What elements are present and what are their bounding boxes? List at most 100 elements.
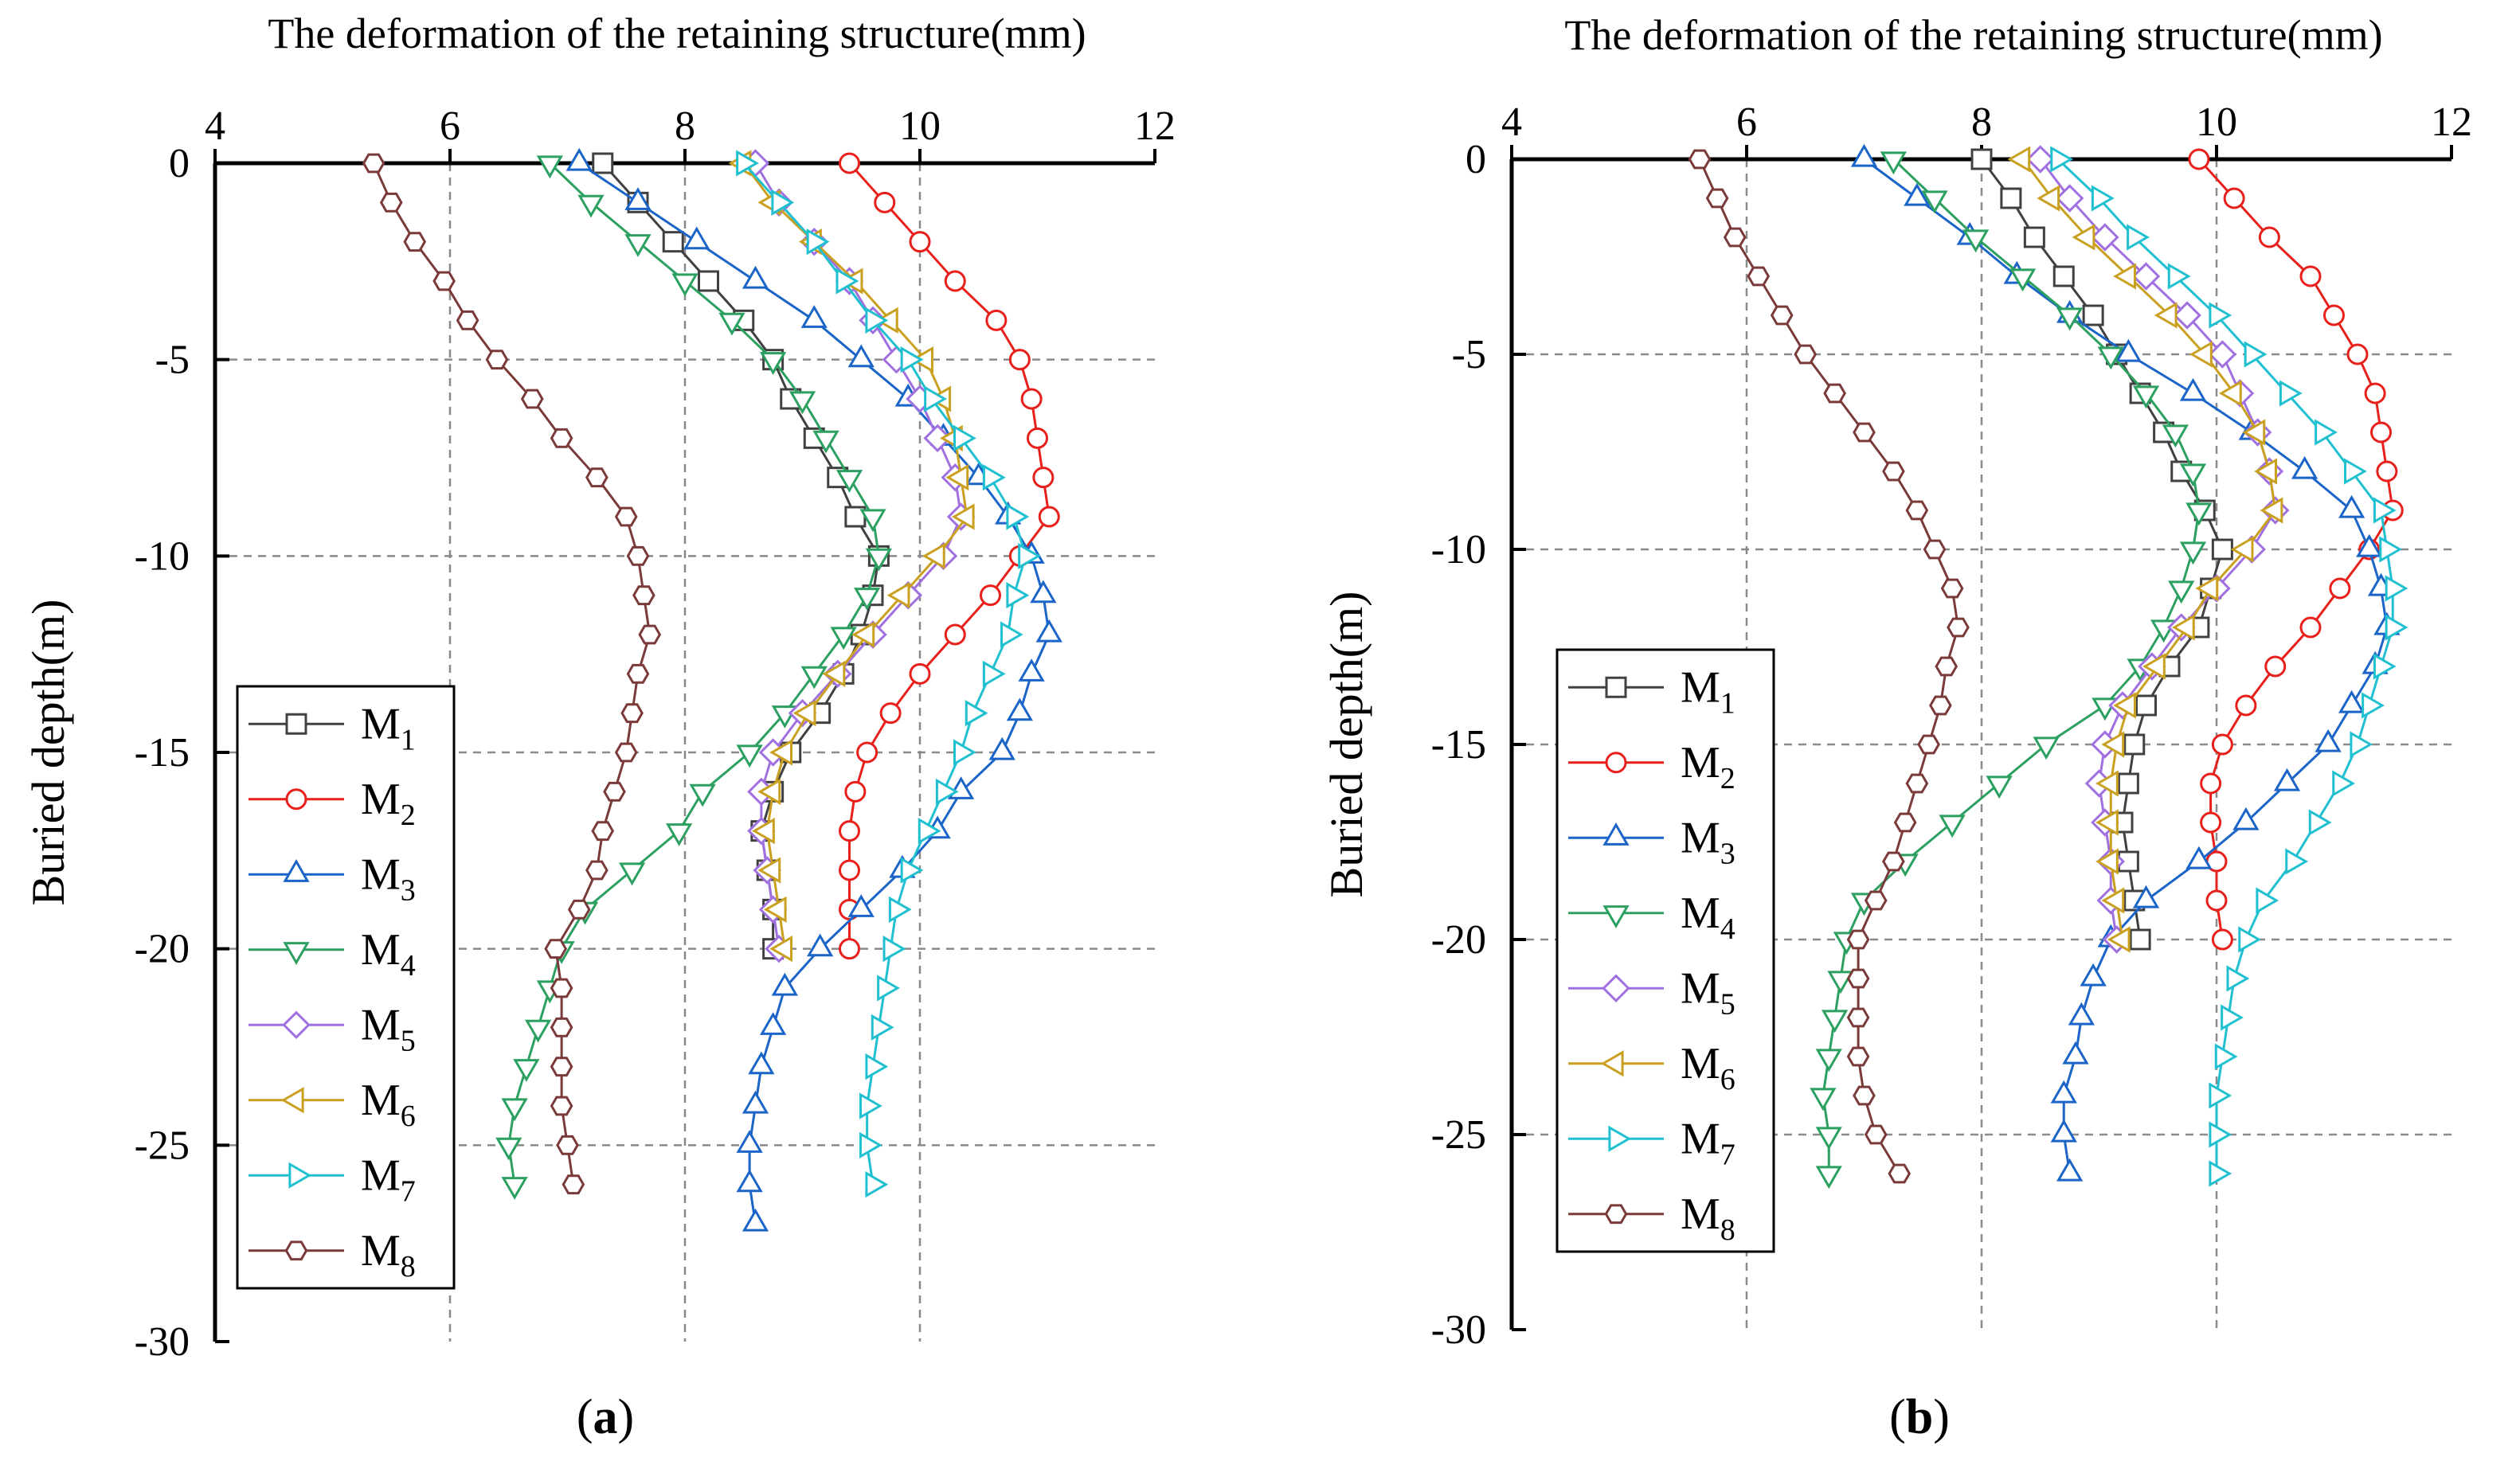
data-point — [2323, 304, 2345, 326]
data-point — [544, 939, 568, 959]
data-point — [2117, 772, 2139, 795]
data-point — [924, 385, 947, 412]
data-point — [771, 972, 799, 996]
data-point — [1821, 1010, 1849, 1033]
data-point — [812, 430, 839, 454]
data-point — [2131, 262, 2161, 291]
data-point — [1880, 151, 1908, 175]
data-point — [1030, 580, 1057, 604]
data-point — [2200, 772, 2222, 795]
data-point — [859, 509, 886, 533]
data-point — [614, 742, 638, 763]
data-point — [2135, 694, 2157, 717]
data-point — [1688, 149, 1712, 170]
data-point — [1905, 773, 1929, 794]
x-tick-labels: 4 6 8 10 12 — [1501, 100, 2472, 145]
data-point — [909, 231, 931, 253]
data-point — [2291, 455, 2318, 479]
legend-label: M7 — [1681, 1114, 1735, 1171]
data-point — [835, 470, 863, 493]
data-point — [865, 548, 893, 572]
data-point — [638, 624, 662, 645]
data-point — [2185, 846, 2213, 869]
data-point — [763, 896, 787, 923]
data-point — [839, 152, 860, 174]
data-point — [742, 1090, 769, 1114]
data-point — [2344, 458, 2367, 485]
data-point — [1846, 1007, 1870, 1028]
data-point — [736, 1169, 763, 1193]
x-axis-label: The deformation of the retaining structu… — [1564, 11, 2382, 59]
legend-marker — [1602, 974, 1630, 1002]
data-point — [2260, 497, 2283, 524]
legend-marker — [283, 942, 310, 965]
data-point — [2055, 184, 2084, 213]
data-point — [2132, 885, 2160, 908]
data-point — [2023, 226, 2045, 248]
data-point — [1929, 695, 1952, 716]
y-axis-label: Buried depth(m) — [22, 600, 74, 906]
data-point — [982, 464, 1006, 491]
data-point — [2127, 224, 2150, 251]
data-point — [403, 232, 427, 252]
data-point — [2242, 419, 2266, 446]
data-point — [501, 1177, 528, 1200]
data-point — [2101, 887, 2125, 914]
data-point — [923, 424, 952, 453]
data-point — [513, 1059, 540, 1082]
data-point — [1815, 1049, 1842, 1072]
data-point — [806, 229, 830, 256]
data-point — [859, 1131, 882, 1158]
data-point — [2350, 731, 2373, 758]
data-point — [432, 271, 456, 291]
y-tick-label: 0 — [169, 141, 190, 186]
legend-marker — [1608, 1125, 1632, 1152]
series-layer — [1688, 143, 2408, 1190]
x-tick-label: 10 — [2196, 100, 2237, 145]
legend-marker — [285, 713, 307, 735]
data-point — [1921, 190, 1948, 214]
data-point — [2056, 307, 2084, 331]
data-point — [859, 1092, 882, 1119]
data-point — [2285, 848, 2309, 875]
panel-label: (b) — [1889, 1390, 1950, 1444]
legend-marker — [280, 1087, 304, 1114]
data-point — [485, 350, 509, 370]
data-point — [900, 857, 924, 884]
data-point — [662, 231, 684, 253]
data-point — [822, 660, 846, 687]
data-point — [2221, 1004, 2244, 1031]
data-point — [2264, 655, 2287, 678]
data-point — [806, 933, 834, 957]
data-point — [603, 781, 626, 802]
data-point — [839, 938, 860, 960]
data-point — [2050, 1119, 2077, 1143]
data-point — [2376, 460, 2398, 482]
x-tick-label: 6 — [1736, 100, 1757, 145]
data-point — [2117, 850, 2139, 873]
data-point — [918, 818, 941, 845]
data-point — [1815, 1127, 1842, 1151]
data-point — [742, 265, 769, 289]
data-point — [1747, 266, 1771, 287]
data-point — [2132, 385, 2160, 409]
data-point — [2095, 809, 2119, 836]
data-point — [1893, 812, 1917, 833]
data-point — [1846, 929, 1870, 950]
data-point — [1882, 851, 1905, 872]
data-point — [2232, 807, 2260, 830]
data-point — [882, 936, 906, 963]
legend-label: M8 — [361, 1226, 416, 1283]
data-point — [1723, 227, 1747, 248]
data-point — [1986, 775, 2013, 799]
data-point — [1020, 388, 1043, 410]
data-point — [2037, 185, 2060, 212]
data-point — [2329, 577, 2351, 600]
x-tick-label: 12 — [1134, 104, 1176, 149]
legend-marker — [1604, 1204, 1628, 1225]
data-point — [748, 1051, 775, 1075]
y-tick-label: -15 — [135, 730, 190, 775]
data-point — [965, 700, 988, 727]
data-point — [2026, 145, 2055, 174]
data-point — [736, 1130, 763, 1153]
